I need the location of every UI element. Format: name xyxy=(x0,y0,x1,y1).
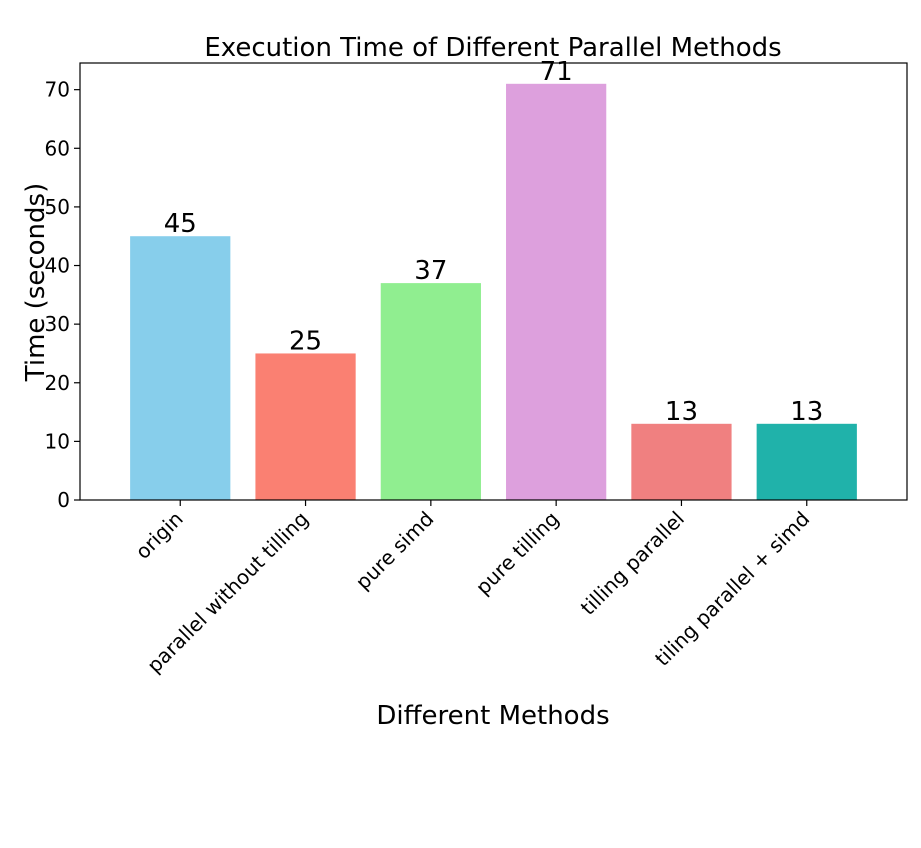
y-tick-label-4: 40 xyxy=(45,254,70,278)
bar-4 xyxy=(631,423,732,500)
x-tick-label-0: origin xyxy=(131,507,188,564)
chart-title: Execution Time of Different Parallel Met… xyxy=(204,33,781,63)
y-tick-label-0: 0 xyxy=(57,488,70,512)
y-tick-label-2: 20 xyxy=(45,371,70,395)
y-axis-label: Time (seconds) xyxy=(21,183,51,382)
data-label-3: 71 xyxy=(540,57,573,87)
x-axis-label: Different Methods xyxy=(376,701,609,731)
data-label-2: 37 xyxy=(414,256,447,286)
bar-5 xyxy=(756,423,857,500)
y-tick-label-7: 70 xyxy=(45,78,70,102)
bar-1 xyxy=(255,353,356,500)
y-tick-label-5: 50 xyxy=(45,195,70,219)
data-label-5: 13 xyxy=(790,397,823,427)
x-tick-label-3: pure tilling xyxy=(471,507,564,600)
y-tick-label-6: 60 xyxy=(45,136,70,160)
bar-2 xyxy=(380,283,481,500)
bar-0 xyxy=(130,236,231,501)
x-tick-label-2: pure simd xyxy=(351,507,439,595)
axes-frame xyxy=(79,62,908,501)
x-tick-label-4: tilling parallel xyxy=(576,507,689,620)
bar-3 xyxy=(506,83,607,501)
data-label-1: 25 xyxy=(289,326,322,356)
y-tick-label-1: 10 xyxy=(45,429,70,453)
data-label-0: 45 xyxy=(164,209,197,239)
data-label-4: 13 xyxy=(665,397,698,427)
y-tick-label-3: 30 xyxy=(45,312,70,336)
